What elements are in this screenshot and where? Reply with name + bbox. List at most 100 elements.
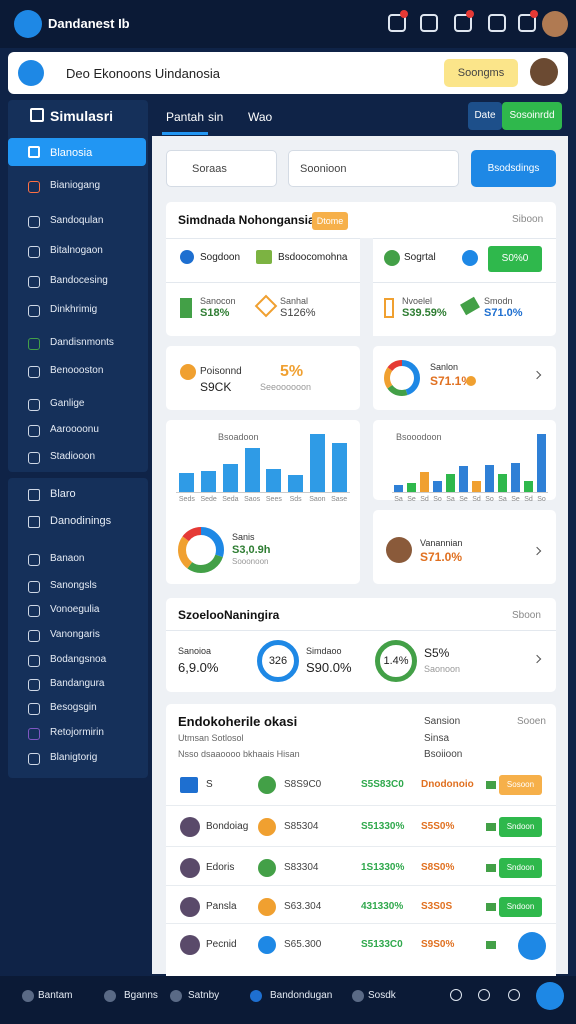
ring [375, 640, 417, 682]
action-button[interactable]: Date [468, 102, 502, 130]
text: Sooonoon [232, 557, 269, 566]
tab[interactable]: sin [208, 110, 224, 124]
header-icon[interactable] [454, 14, 472, 32]
tab-underline [162, 132, 208, 135]
sidebar-item[interactable]: Dandisnmonts [50, 337, 114, 348]
text: Smodn [484, 296, 513, 306]
sidebar-item[interactable]: Retojormirin [50, 727, 104, 738]
sidebar-item[interactable]: Ganlige [50, 398, 85, 409]
sidebar-item[interactable]: Stadiooon [50, 451, 96, 462]
sidebar-item[interactable]: Dinkhrimig [50, 304, 98, 315]
sidebar-item[interactable]: Aaroooonu [50, 424, 99, 435]
sidebar-icon [28, 679, 40, 691]
select[interactable] [166, 150, 277, 187]
button-label: Soongms [457, 67, 505, 79]
text: S5% [424, 646, 450, 660]
select[interactable] [288, 150, 459, 187]
header-icon[interactable] [488, 14, 506, 32]
sidebar-item[interactable]: Banaon [50, 553, 85, 564]
search-button[interactable]: Soongms [444, 59, 518, 87]
sidebar-item[interactable]: Blaro [50, 488, 76, 500]
cell: S5S0% [421, 821, 455, 832]
sidebar-item[interactable]: Sanongsls [50, 580, 97, 591]
cell: S51330% [361, 821, 405, 832]
card-title: SzoelooNaningira [178, 608, 280, 622]
sidebar-item[interactable]: Benoooston [50, 365, 104, 376]
action-button[interactable]: Sosoinrdd [502, 102, 562, 130]
sidebar-icon [28, 605, 40, 617]
cell: S85304 [284, 821, 319, 832]
text: Sanocon [200, 296, 236, 306]
row-icon [486, 864, 496, 872]
filter-button[interactable]: Bsodsdings [471, 150, 556, 187]
cell: S63.304 [284, 901, 322, 912]
sidebar-item[interactable]: Danodinings [50, 515, 112, 527]
row-button[interactable]: Sndoon [499, 817, 542, 837]
bar [432, 481, 443, 492]
cell: 1S1330% [361, 862, 405, 873]
row-button[interactable]: Sndoon [499, 858, 542, 878]
row-avatar [180, 935, 200, 955]
sidebar-active[interactable] [8, 138, 146, 166]
nav-fab[interactable] [536, 982, 564, 1010]
green-button[interactable]: S0%0 [488, 246, 542, 272]
header-icon[interactable] [420, 14, 438, 32]
search-text: Deo Ekonoons Uindanosia [66, 66, 220, 81]
sidebar-item[interactable]: Blanigtorig [50, 752, 98, 763]
divider [360, 238, 373, 336]
card-title: Endokoherile okasi [178, 714, 298, 729]
nav-item[interactable]: Sosdk [368, 990, 396, 1001]
header-icon[interactable] [388, 14, 406, 32]
sidebar-item[interactable]: Vonoegulia [50, 604, 100, 615]
nav-icon[interactable] [450, 989, 462, 1001]
sidebar-item[interactable]: Bandangura [50, 678, 105, 689]
icon [384, 250, 400, 266]
fab[interactable] [518, 932, 546, 960]
row-button[interactable]: Sosoon [499, 775, 542, 795]
sidebar-icon [28, 581, 40, 593]
column-label: Sinsa [424, 733, 450, 744]
sidebar-item[interactable]: Sandoqulan [50, 215, 104, 226]
text: Poisonnd [200, 366, 242, 377]
sidebar-item[interactable]: Bandocesing [50, 275, 108, 286]
search-logo[interactable] [18, 60, 44, 86]
card[interactable] [373, 346, 556, 410]
sidebar-item[interactable]: Bianiogang [50, 180, 101, 191]
sidebar-item[interactable]: Vanongaris [50, 629, 100, 640]
x-tick-label: Sd [524, 496, 533, 503]
sidebar-item[interactable]: Besogsgin [50, 702, 97, 713]
nav-item[interactable]: Satnby [188, 990, 220, 1001]
bar [201, 471, 217, 492]
text: Utmsan Sotlosol [178, 733, 244, 743]
user-avatar[interactable] [530, 58, 558, 86]
text: Sanhal [280, 296, 309, 306]
header [0, 0, 576, 48]
avatar[interactable] [542, 11, 568, 37]
row-icon [486, 941, 496, 949]
header-icon[interactable] [518, 14, 536, 32]
nav-icon[interactable] [508, 989, 520, 1001]
tab[interactable]: Wao [248, 110, 273, 124]
divider [166, 885, 556, 886]
row-button[interactable]: Sndoon [499, 897, 542, 917]
nav-icon [104, 990, 116, 1002]
text: Saonoon [424, 664, 461, 674]
nav-icon[interactable] [478, 989, 490, 1001]
tab[interactable]: Pantah [166, 110, 205, 124]
sidebar-icon [28, 516, 40, 528]
nav-item[interactable]: Bganns [124, 990, 158, 1001]
nav-item[interactable]: Bantam [38, 990, 73, 1001]
text: Sanoioa [178, 646, 212, 656]
badge-dot [530, 10, 538, 18]
sidebar-item[interactable]: Bodangsnoa [50, 654, 107, 665]
x-tick-label: Se [407, 496, 416, 503]
sidebar-item[interactable]: Bitalnogaon [50, 245, 103, 256]
button-label: Sosoon [506, 780, 535, 789]
text: Simdaoo [306, 646, 342, 656]
logo[interactable] [14, 10, 42, 38]
nav-item[interactable]: Bandondugan [270, 990, 333, 1001]
bar [179, 473, 195, 492]
nav-icon [352, 990, 364, 1002]
bar [484, 464, 495, 492]
